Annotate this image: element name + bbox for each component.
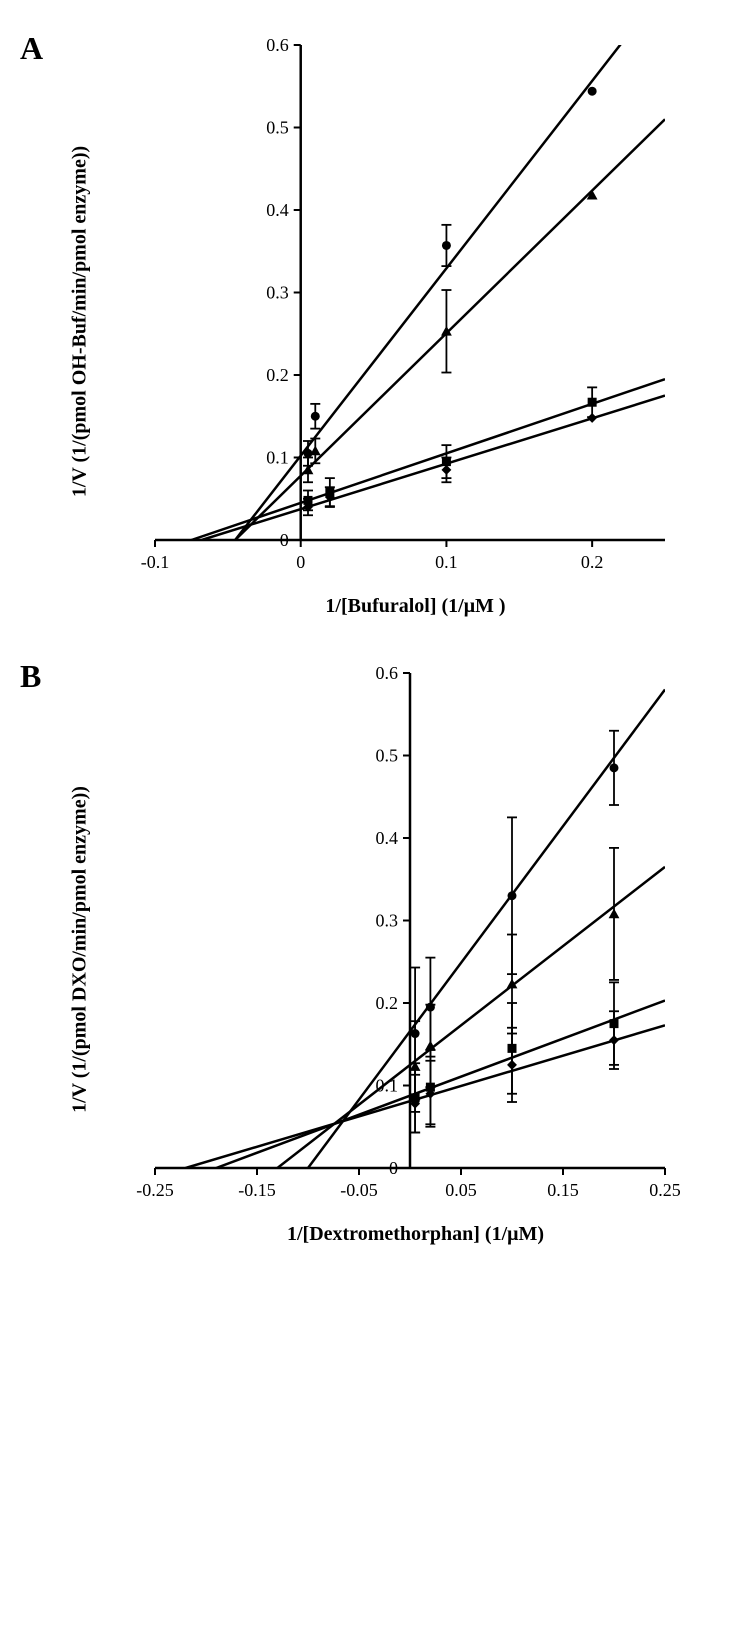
svg-text:0.1: 0.1 bbox=[266, 448, 289, 468]
panel-a-label: A bbox=[20, 30, 43, 67]
svg-text:0.2: 0.2 bbox=[376, 993, 399, 1013]
panel-a-ylabel: 1/V (1/(pmol OH-Buf/min/pmol enzyme)) bbox=[69, 82, 92, 562]
panel-b: B 1/V (1/(pmol DXO/min/pmol enzyme)) -0.… bbox=[20, 658, 731, 1246]
svg-text:0.6: 0.6 bbox=[376, 663, 399, 683]
svg-text:-0.15: -0.15 bbox=[238, 1180, 276, 1200]
svg-text:0: 0 bbox=[389, 1158, 398, 1178]
figure: A 1/V (1/(pmol OH-Buf/min/pmol enzyme)) … bbox=[20, 30, 731, 1246]
svg-text:0.2: 0.2 bbox=[581, 552, 604, 572]
svg-text:0: 0 bbox=[280, 530, 289, 550]
svg-text:0.1: 0.1 bbox=[435, 552, 458, 572]
svg-text:-0.05: -0.05 bbox=[340, 1180, 378, 1200]
svg-text:0: 0 bbox=[296, 552, 305, 572]
svg-text:0.4: 0.4 bbox=[376, 828, 399, 848]
svg-text:-0.1: -0.1 bbox=[141, 552, 170, 572]
panel-a: A 1/V (1/(pmol OH-Buf/min/pmol enzyme)) … bbox=[20, 30, 731, 618]
panel-b-plot: 1/V (1/(pmol DXO/min/pmol enzyme)) -0.25… bbox=[100, 658, 731, 1246]
panel-a-plot: 1/V (1/(pmol OH-Buf/min/pmol enzyme)) -0… bbox=[100, 30, 731, 618]
svg-text:0.15: 0.15 bbox=[547, 1180, 579, 1200]
svg-text:0.2: 0.2 bbox=[266, 365, 289, 385]
svg-text:0.25: 0.25 bbox=[649, 1180, 680, 1200]
svg-text:0.3: 0.3 bbox=[376, 911, 399, 931]
svg-text:0.6: 0.6 bbox=[266, 35, 289, 55]
svg-text:0.05: 0.05 bbox=[445, 1180, 477, 1200]
panel-b-xlabel: 1/[Dextromethorphan] (1/μM) bbox=[100, 1223, 731, 1246]
svg-text:0.5: 0.5 bbox=[266, 118, 289, 138]
panel-b-svg: -0.25-0.15-0.050.050.150.2500.10.20.30.4… bbox=[100, 658, 680, 1218]
panel-a-svg: -0.1 0 0.1 0.2 0 0.1 0.2 0.3 0.4 0.5 0.6 bbox=[100, 30, 680, 590]
svg-text:0.5: 0.5 bbox=[376, 746, 399, 766]
panel-a-xlabel: 1/[Bufuralol] (1/μM ) bbox=[100, 595, 731, 618]
panel-b-label: B bbox=[20, 658, 41, 695]
panel-b-ylabel: 1/V (1/(pmol DXO/min/pmol enzyme)) bbox=[69, 710, 92, 1190]
svg-text:0.3: 0.3 bbox=[266, 283, 289, 303]
svg-text:0.4: 0.4 bbox=[266, 200, 289, 220]
svg-text:-0.25: -0.25 bbox=[136, 1180, 174, 1200]
